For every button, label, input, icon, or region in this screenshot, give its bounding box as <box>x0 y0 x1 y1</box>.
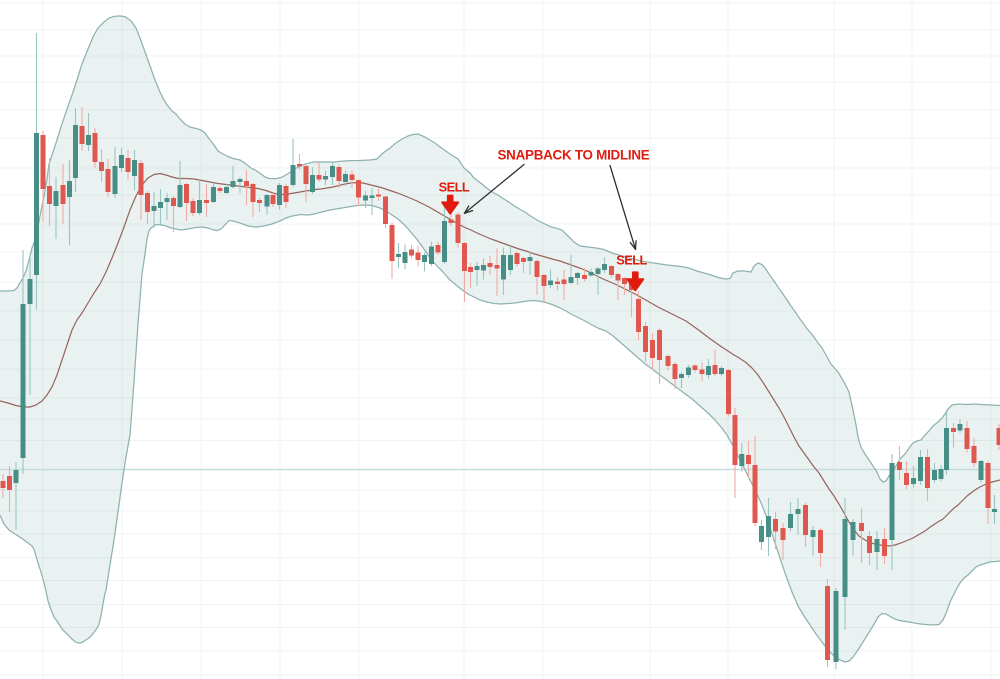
svg-text:SELL: SELL <box>439 180 470 195</box>
svg-text:SNAPBACK TO MIDLINE: SNAPBACK TO MIDLINE <box>498 148 650 163</box>
svg-text:SELL: SELL <box>616 253 647 268</box>
